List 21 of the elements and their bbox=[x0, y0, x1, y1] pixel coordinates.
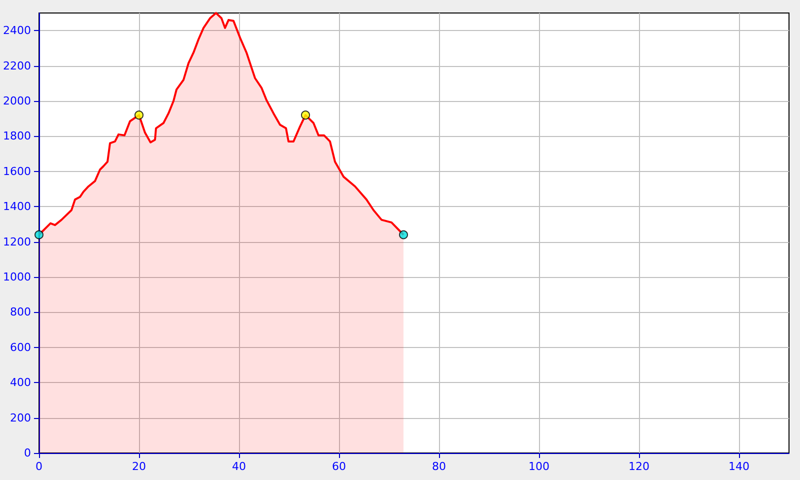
x-tick-label: 120 bbox=[628, 460, 650, 473]
y-tick-label: 2000 bbox=[3, 94, 31, 108]
y-tick-label: 1800 bbox=[3, 130, 31, 143]
y-tick-label: 200 bbox=[10, 411, 31, 424]
y-tick-label: 1200 bbox=[3, 235, 31, 248]
y-tick-label: 1000 bbox=[3, 270, 31, 284]
y-tick-label: 1400 bbox=[3, 200, 31, 214]
y-tick-label: 400 bbox=[10, 376, 31, 390]
x-tick-label: 60 bbox=[332, 460, 346, 473]
y-tick-label: 2200 bbox=[3, 59, 31, 72]
y-tick-label: 1600 bbox=[3, 164, 31, 178]
y-tick-label: 800 bbox=[10, 306, 31, 319]
y-tick-label: 0 bbox=[24, 446, 31, 460]
x-tick-label: 80 bbox=[432, 460, 446, 473]
x-tick-label: 100 bbox=[528, 460, 550, 473]
y-tick-label: 600 bbox=[10, 340, 31, 354]
x-tick-label: 40 bbox=[232, 460, 246, 473]
y-tick-label: 2400 bbox=[3, 24, 31, 38]
x-tick-label: 0 bbox=[36, 460, 42, 473]
x-tick-label: 140 bbox=[728, 460, 750, 473]
x-tick-label: 20 bbox=[132, 460, 146, 473]
